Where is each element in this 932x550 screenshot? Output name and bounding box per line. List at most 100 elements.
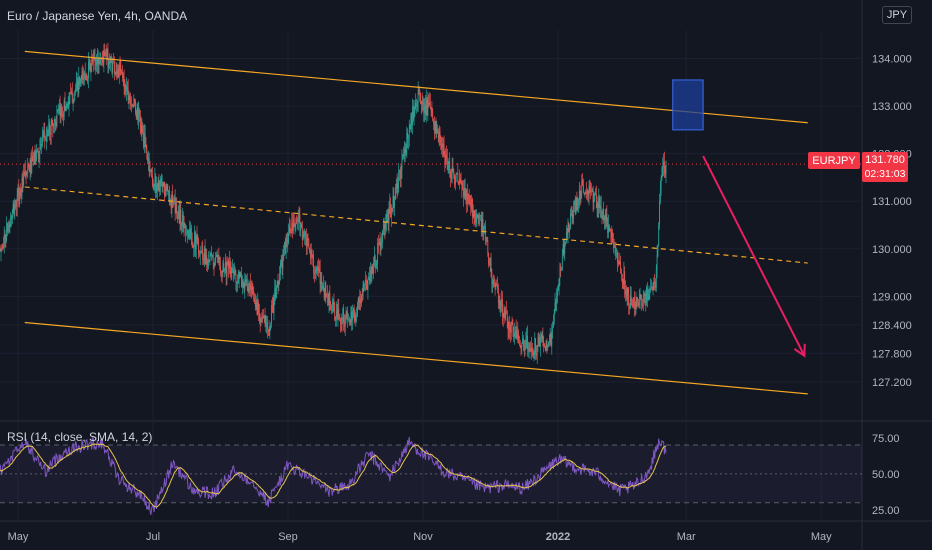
candle-body [403, 154, 404, 157]
symbol-title[interactable]: Euro / Japanese Yen, 4h, OANDA [7, 9, 188, 23]
candle-body [460, 180, 462, 183]
candle-body [625, 294, 627, 298]
candle-body [318, 267, 319, 272]
candle-body [440, 137, 442, 150]
candle-body [116, 71, 118, 75]
candle-body [367, 278, 369, 290]
candle-body [281, 259, 283, 270]
candle-body [118, 69, 119, 78]
candle-body [657, 245, 659, 256]
candle-body [298, 213, 300, 215]
candle-body [268, 329, 270, 333]
candle-body [274, 288, 276, 299]
price-tick-label: 131.000 [872, 196, 912, 208]
candle-body [126, 86, 128, 88]
candle-body [275, 288, 276, 298]
candle-body [87, 78, 89, 82]
candle-body [546, 340, 548, 346]
candle-body [36, 150, 38, 156]
candle-body [118, 65, 120, 78]
candle-body [491, 271, 493, 285]
candle-body [488, 253, 490, 265]
candle-body [32, 159, 34, 161]
price-tick-label: 133.000 [872, 101, 912, 113]
candle-body [123, 76, 125, 86]
candle-body [331, 309, 332, 311]
candle-body [656, 255, 658, 270]
candle-body [23, 171, 25, 185]
candle-body [525, 339, 527, 349]
rsi-tick-label: 50.00 [872, 469, 900, 481]
candle-body [394, 199, 396, 207]
channel-bottom-line[interactable] [24, 321, 808, 395]
rsi-legend[interactable]: RSI (14, close, SMA, 14, 2) [7, 430, 153, 444]
candle-body [563, 244, 565, 254]
candle-body [574, 201, 576, 214]
candle-body [35, 155, 37, 164]
candle-body [335, 316, 336, 321]
candle-body [433, 123, 435, 132]
candle-body [373, 262, 374, 274]
candle-body [322, 285, 324, 289]
candle-body [113, 62, 115, 74]
candle-body [280, 262, 281, 274]
candle-body [309, 248, 310, 253]
candle-body [419, 90, 421, 94]
candle-body [449, 161, 451, 172]
candle-body [142, 125, 144, 134]
candle-body [438, 131, 440, 142]
projection-arrow[interactable] [702, 155, 806, 357]
candle-body [556, 296, 558, 304]
candle-body [395, 187, 396, 200]
candle-body [220, 272, 222, 273]
chart-drawings[interactable] [0, 50, 862, 395]
currency-button[interactable]: JPY [882, 6, 912, 24]
candle-body [106, 49, 108, 56]
candle-body [222, 263, 224, 273]
candle-body [345, 312, 347, 316]
candle-body [663, 161, 665, 174]
candle-body [632, 304, 634, 307]
candle-body [146, 147, 148, 154]
candle-body [32, 155, 33, 161]
candle-body [125, 87, 127, 92]
candle-body [112, 62, 114, 73]
candle-body [318, 269, 320, 272]
candle-body [470, 204, 472, 210]
candle-body [160, 178, 161, 187]
candle-body [151, 169, 153, 176]
candle-body [557, 290, 558, 297]
candle-body [348, 318, 349, 320]
candle-body [258, 302, 259, 314]
candle-body [542, 335, 544, 346]
candle-body [434, 121, 436, 132]
candle-body [323, 288, 325, 298]
candle-body [239, 272, 241, 278]
last-price-tag: 131.780 02:31:03 [862, 152, 908, 182]
candle-body [224, 269, 225, 271]
candle-body [44, 132, 46, 140]
channel-mid-line[interactable] [24, 186, 808, 264]
candle-body [203, 248, 205, 261]
candle-body [487, 240, 489, 254]
candle-body [591, 189, 592, 192]
candle-body [173, 197, 175, 201]
candle-body [618, 262, 620, 264]
candle-body [461, 182, 463, 189]
candle-body [580, 191, 582, 200]
candle-body [382, 228, 384, 232]
candle-body [263, 315, 265, 317]
candle-body [155, 176, 157, 193]
candle-body [594, 192, 596, 200]
candle-body [532, 351, 534, 355]
candle-body [475, 217, 477, 224]
resistance-zone-box[interactable] [672, 79, 704, 131]
candle-body [361, 295, 363, 297]
candle-body [555, 302, 557, 304]
candle-body [69, 93, 71, 102]
time-tick-label: May [8, 531, 29, 543]
candle-body [130, 97, 131, 106]
candle-body [431, 109, 433, 113]
candle-body [284, 242, 286, 254]
